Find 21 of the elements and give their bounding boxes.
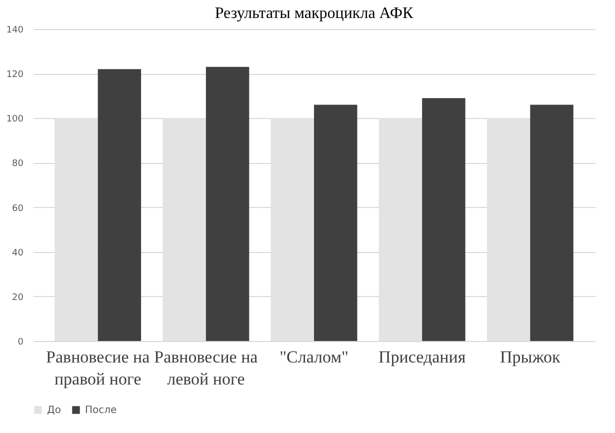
bar [98,69,142,341]
y-tick-label: 80 [12,159,24,170]
chart-title: Результаты макроцикла АФК [214,5,414,22]
x-tick-label: Приседания [378,348,466,366]
y-tick-label: 100 [6,114,24,125]
bar [206,66,250,341]
y-tick-label: 60 [12,204,24,214]
x-tick-label: "Слалом" [280,348,348,366]
y-tick-label: 140 [6,26,24,36]
legend-label: До [47,405,61,416]
y-tick-label: 40 [12,248,24,258]
x-tick-label: Равновесие на левой ноге [154,348,258,388]
y-tick-label: 20 [12,292,24,303]
y-tick-label: 120 [6,70,24,80]
bar [422,98,466,341]
x-tick-label: Прыжок [500,348,562,366]
x-tick-label: Равновесие на правой ноге [46,348,150,388]
legend-label: После [85,405,117,416]
bar [530,104,574,341]
y-tick-label: 0 [18,338,24,348]
bar [314,104,358,341]
